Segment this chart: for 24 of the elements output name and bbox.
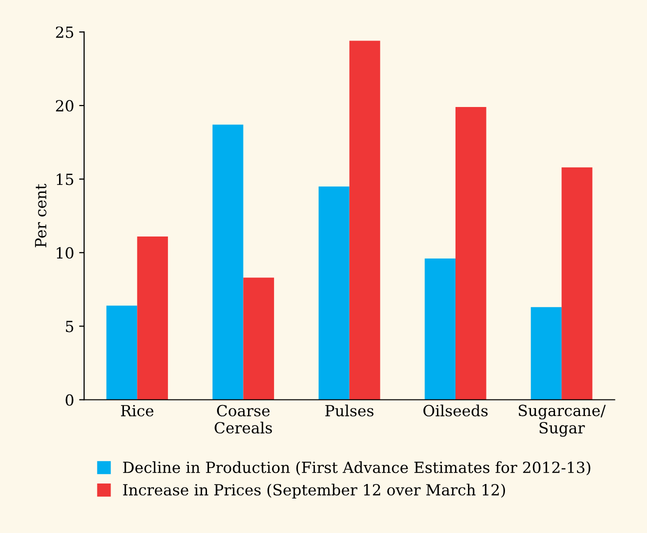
legend-label: Increase in Prices (September 12 over March 12) (123, 484, 505, 499)
x-tick-label: Sugarcane/ Sugar (518, 404, 606, 437)
y-tick-label: 10 (56, 247, 74, 259)
legend-label: Decline in Production (First Advance Estimates for 2012-13) (123, 461, 590, 476)
x-tick-label: Pulses (325, 404, 374, 416)
y-tick-label: 15 (56, 174, 74, 186)
bar (243, 278, 274, 400)
bar (212, 124, 244, 400)
bar (349, 40, 380, 400)
bar (530, 307, 562, 400)
bar (106, 306, 138, 400)
x-tick-label: Coarse Cereals (214, 404, 272, 434)
x-tick-label: Oilseeds (423, 404, 488, 416)
y-axis-title: Per cent (35, 184, 46, 248)
y-tick-label: 0 (66, 394, 74, 406)
y-tick-label: 20 (56, 100, 74, 112)
bar (137, 236, 168, 400)
x-tick-label: Rice (121, 404, 154, 416)
y-tick-label: 5 (66, 320, 74, 332)
bar (455, 107, 486, 400)
y-tick-label: 25 (56, 26, 74, 38)
bar (318, 186, 350, 400)
bar (424, 258, 456, 400)
bar (562, 167, 592, 400)
